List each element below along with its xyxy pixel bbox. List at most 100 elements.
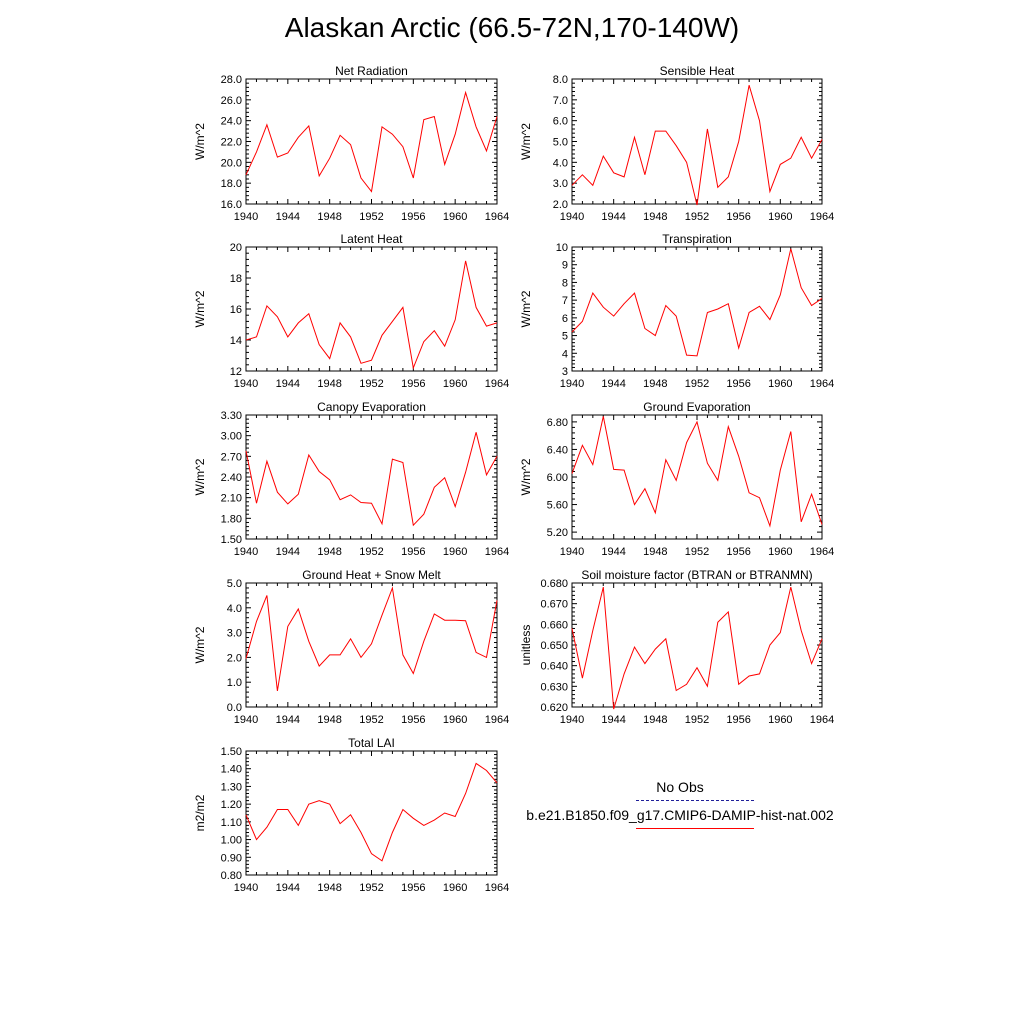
y-axis-label: W/m^2 xyxy=(519,458,533,495)
x-tick-label: 1944 xyxy=(601,211,625,223)
x-tick-label: 1964 xyxy=(485,546,509,558)
x-tick-label: 1956 xyxy=(726,378,750,390)
y-tick-label: 0.620 xyxy=(540,702,568,714)
y-tick-label: 3.30 xyxy=(221,410,242,422)
y-tick-label: 3.0 xyxy=(553,178,568,190)
y-tick-label: 5.0 xyxy=(553,137,568,149)
y-tick-label: 6.80 xyxy=(547,417,568,429)
series-line xyxy=(245,762,498,862)
x-tick-label: 1952 xyxy=(359,378,383,390)
panel-transpiration: Transpiration 1940 1944 1948 1952 1956 1960 196… xyxy=(519,232,834,390)
panel-latent-heat: Latent Heat 1940 1944 1948 1952 1956 1960 1964 1… xyxy=(193,232,509,390)
y-tick-label: 4 xyxy=(562,348,568,360)
y-tick-label: 4.0 xyxy=(227,603,242,615)
x-tick-label: 1960 xyxy=(768,378,792,390)
x-tick-label: 1964 xyxy=(810,714,834,726)
x-tick-label: 1948 xyxy=(317,211,341,223)
x-tick-label: 1964 xyxy=(485,882,509,894)
plot-frame xyxy=(245,750,498,876)
x-tick-label: 1944 xyxy=(276,714,300,726)
y-tick-label: 1.10 xyxy=(221,817,242,829)
y-tick-label: 10 xyxy=(556,242,568,254)
x-tick-label: 1948 xyxy=(643,211,667,223)
y-tick-label: 1.30 xyxy=(221,781,242,793)
x-tick-label: 1948 xyxy=(643,714,667,726)
y-tick-label: 0.650 xyxy=(540,640,568,652)
x-tick-label: 1948 xyxy=(317,546,341,558)
legend-obs-line xyxy=(636,800,754,801)
panel-total-lai: Total LAI 1940 1944 1948 1952 1956 1960 1964 0.8… xyxy=(193,736,509,894)
x-tick-label: 1956 xyxy=(726,546,750,558)
y-tick-label: 1.80 xyxy=(221,513,242,525)
y-tick-label: 7.0 xyxy=(553,95,568,107)
panel-sensible-heat: Sensible Heat 1940 1944 1948 1952 1956 1960 196… xyxy=(519,64,834,223)
y-tick-label: 1.0 xyxy=(227,677,242,689)
panel-title: Canopy Evaporation xyxy=(317,400,426,414)
y-tick-label: 6.00 xyxy=(547,472,568,484)
plot-frame xyxy=(571,582,823,708)
y-tick-label: 1.40 xyxy=(221,764,242,776)
x-tick-label: 1940 xyxy=(234,546,258,558)
x-tick-label: 1964 xyxy=(485,714,509,726)
x-tick-label: 1948 xyxy=(643,546,667,558)
x-tick-label: 1964 xyxy=(810,211,834,223)
series-line xyxy=(571,85,823,206)
panel-title: Sensible Heat xyxy=(660,64,735,78)
legend: No Obs b.e21.B1850.f09_g17.CMIP6-DAMIP-h… xyxy=(520,778,840,834)
y-tick-label: 7 xyxy=(562,295,568,307)
panel-title: Ground Heat + Snow Melt xyxy=(302,568,441,582)
x-tick-label: 1956 xyxy=(401,211,425,223)
y-tick-label: 1.00 xyxy=(221,835,242,847)
y-axis-label: m2/m2 xyxy=(193,794,207,831)
x-tick-label: 1944 xyxy=(601,546,625,558)
legend-obs-label: No Obs xyxy=(656,779,704,795)
x-tick-label: 1944 xyxy=(276,882,300,894)
y-tick-label: 20 xyxy=(230,242,242,254)
panel-net-radiation: Net Radiation 1940 1944 1948 1952 1956 1960 196… xyxy=(193,64,509,223)
x-tick-label: 1956 xyxy=(401,546,425,558)
x-tick-label: 1964 xyxy=(485,378,509,390)
panel-title: Total LAI xyxy=(348,736,395,750)
y-axis-label: unitless xyxy=(519,625,533,666)
panel-soil-moisture-factor: Soil moisture factor (BTRAN or BTRANMN) 1… xyxy=(519,568,834,726)
panel-title: Soil moisture factor (BTRAN or BTRANMN) xyxy=(581,568,812,582)
y-tick-label: 5.20 xyxy=(547,527,568,539)
x-tick-label: 1940 xyxy=(234,378,258,390)
x-tick-label: 1960 xyxy=(443,714,467,726)
y-tick-label: 28.0 xyxy=(221,74,242,86)
x-tick-label: 1956 xyxy=(726,211,750,223)
x-tick-label: 1948 xyxy=(317,378,341,390)
series-line xyxy=(571,416,823,528)
x-tick-label: 1952 xyxy=(685,546,709,558)
y-tick-label: 9 xyxy=(562,260,568,272)
x-tick-label: 1940 xyxy=(560,714,584,726)
figure-title: Alaskan Arctic (66.5-72N,170-140W) xyxy=(284,12,740,43)
plot-frame xyxy=(571,246,823,372)
legend-model-label: b.e21.B1850.f09_g17.CMIP6-DAMIP-hist-nat… xyxy=(526,807,834,823)
y-tick-label: 2.40 xyxy=(221,472,242,484)
y-tick-label: 6.0 xyxy=(553,116,568,128)
x-tick-label: 1952 xyxy=(685,378,709,390)
y-tick-label: 5.0 xyxy=(227,578,242,590)
y-tick-label: 0.660 xyxy=(540,619,568,631)
y-tick-label: 0.670 xyxy=(540,599,568,611)
y-tick-label: 1.50 xyxy=(221,746,242,758)
y-tick-label: 3 xyxy=(562,366,568,378)
panel-title: Ground Evaporation xyxy=(643,400,750,414)
y-tick-label: 0.0 xyxy=(227,702,242,714)
x-tick-label: 1960 xyxy=(443,882,467,894)
x-tick-label: 1956 xyxy=(401,882,425,894)
y-tick-label: 24.0 xyxy=(221,116,242,128)
panel-title: Latent Heat xyxy=(340,232,403,246)
y-tick-label: 8 xyxy=(562,277,568,289)
y-tick-label: 3.00 xyxy=(221,431,242,443)
series-line xyxy=(571,248,823,357)
x-tick-label: 1948 xyxy=(317,882,341,894)
panel-title: Transpiration xyxy=(662,232,732,246)
x-tick-label: 1940 xyxy=(234,714,258,726)
y-axis-label: W/m^2 xyxy=(193,290,207,327)
y-tick-label: 1.50 xyxy=(221,534,242,546)
y-tick-label: 18 xyxy=(230,273,242,285)
panel-ground-evaporation: Ground Evaporation 1940 1944 1948 1952 1956 19… xyxy=(519,400,834,558)
y-tick-label: 0.680 xyxy=(540,578,568,590)
